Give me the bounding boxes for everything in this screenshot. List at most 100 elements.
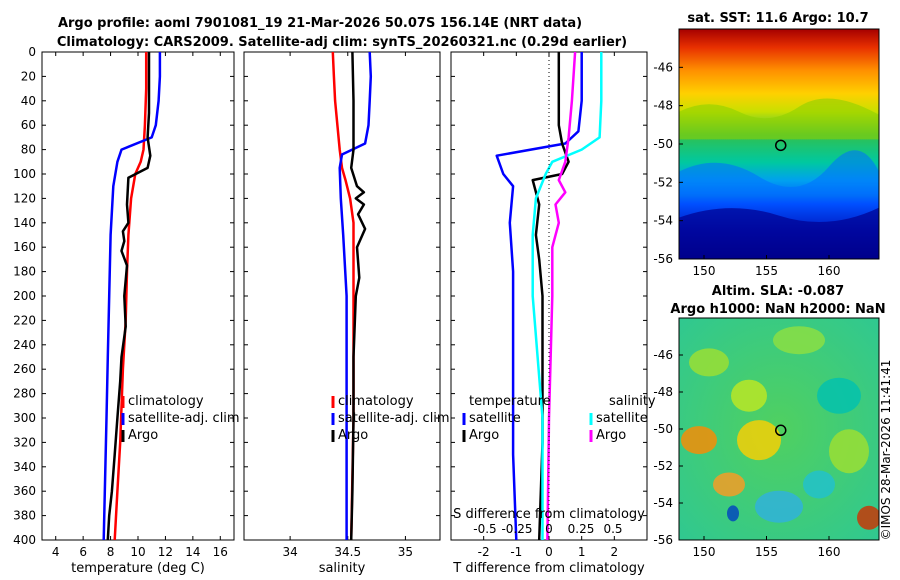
sla-map-subtitle: Argo h1000: NaN h2000: NaN bbox=[670, 302, 885, 317]
top-tick-label: -0.25 bbox=[501, 522, 532, 536]
watermark: ©IMOS 28-Mar-2026 11:41:41 bbox=[879, 360, 893, 541]
sla-anomaly bbox=[755, 490, 803, 523]
map-x-tick-label: 160 bbox=[818, 545, 841, 559]
map-y-tick-label: -54 bbox=[653, 496, 673, 510]
x-axis-label: salinity bbox=[319, 561, 366, 576]
series-satellite-adj-clim bbox=[338, 52, 373, 540]
x-tick-label: 8 bbox=[107, 545, 115, 559]
salinity-axes bbox=[243, 51, 441, 541]
legend-item: Argo bbox=[469, 428, 499, 443]
x-tick-label: 16 bbox=[213, 545, 228, 559]
difference-plot: -2 -1 0 1 2 T difference from climatology S di… bbox=[451, 51, 656, 576]
y-tick-label: 160 bbox=[13, 240, 36, 254]
x-tick-label: -2 bbox=[478, 545, 490, 559]
legend-item: Argo bbox=[596, 428, 626, 443]
legend-item: Argo bbox=[338, 428, 368, 443]
x-tick-label: -1 bbox=[510, 545, 522, 559]
legend-item: climatology bbox=[128, 394, 204, 409]
sst-field bbox=[679, 29, 879, 259]
legend-item: satellite bbox=[596, 411, 648, 426]
y-tick-label: 40 bbox=[21, 94, 36, 108]
sla-anomaly bbox=[829, 429, 869, 474]
top-tick-label: -0.5 bbox=[473, 522, 496, 536]
sla-anomaly bbox=[737, 420, 781, 461]
temperature-axes bbox=[41, 51, 235, 541]
x-tick-label: 1 bbox=[578, 545, 586, 559]
legend-item: Argo bbox=[128, 428, 158, 443]
sla-field bbox=[679, 318, 879, 540]
map-x-tick-label: 155 bbox=[755, 264, 778, 278]
y-tick-label: 360 bbox=[13, 484, 36, 498]
map-y-tick-label: -56 bbox=[653, 533, 673, 547]
top-tick-label: 0.25 bbox=[568, 522, 595, 536]
sst-map-title: sat. SST: 11.6 Argo: 10.7 bbox=[687, 11, 868, 26]
map-y-tick-label: -50 bbox=[653, 422, 673, 436]
argo-position-marker bbox=[775, 424, 787, 437]
legend-item: satellite-adj. clim bbox=[338, 411, 450, 426]
x-tick-label: 34.5 bbox=[334, 545, 361, 559]
y-tick-label: 300 bbox=[13, 411, 36, 425]
sst-front bbox=[679, 98, 879, 140]
series-group bbox=[102, 52, 162, 540]
map-y-tick-label: -52 bbox=[653, 175, 673, 189]
y-tick-label: 60 bbox=[21, 118, 36, 132]
y-tick-label: 100 bbox=[13, 167, 36, 181]
sla-anomaly bbox=[713, 472, 745, 497]
sla-anomaly bbox=[731, 379, 767, 412]
series-group bbox=[495, 52, 603, 540]
series-climatology bbox=[113, 52, 148, 540]
x-tick-label: 34 bbox=[282, 545, 297, 559]
sla-anomaly bbox=[803, 470, 835, 499]
maps: sat. SST: 11.6 Argo: 10.7 150 155 160 -46 -48… bbox=[653, 11, 885, 559]
map-y-tick-label: -46 bbox=[653, 60, 673, 74]
series-climatology bbox=[331, 52, 355, 540]
y-tick-label: 120 bbox=[13, 191, 36, 205]
series-s-argo bbox=[546, 52, 577, 540]
y-tick-label: 220 bbox=[13, 313, 36, 327]
series-satellite-adj-clim bbox=[102, 52, 162, 540]
series-s-satellite bbox=[531, 52, 603, 540]
map-y-tick-label: -52 bbox=[653, 459, 673, 473]
legend-item: climatology bbox=[338, 394, 414, 409]
sst-front bbox=[679, 150, 879, 195]
legend-item: satellite-adj. clim bbox=[128, 411, 240, 426]
sla-anomaly bbox=[773, 326, 825, 355]
top-axis-label: S difference from climatology bbox=[453, 507, 645, 522]
series-group bbox=[331, 52, 373, 540]
y-tick-label: 80 bbox=[21, 143, 36, 157]
y-tick-label: 140 bbox=[13, 216, 36, 230]
legend-header: salinity bbox=[609, 394, 656, 409]
salinity-plot: 34 34.5 35 salinity climatology satellite-adj… bbox=[244, 51, 450, 576]
series-t-satellite bbox=[495, 52, 583, 540]
argo-position-marker bbox=[775, 139, 787, 152]
map-y-tick-label: -50 bbox=[653, 137, 673, 151]
top-tick-label: 0.5 bbox=[603, 522, 622, 536]
sla-anomaly bbox=[857, 505, 879, 530]
y-tick-label: 240 bbox=[13, 338, 36, 352]
x-tick-label: 14 bbox=[185, 545, 200, 559]
sla-anomaly bbox=[681, 426, 717, 455]
y-tick-label: 0 bbox=[28, 45, 36, 59]
y-tick-label: 200 bbox=[13, 289, 36, 303]
map-y-tick-label: -48 bbox=[653, 385, 673, 399]
series-argo bbox=[349, 52, 367, 540]
sla-map-title: Altim. SLA: -0.087 bbox=[712, 284, 844, 299]
map-y-tick-label: -46 bbox=[653, 348, 673, 362]
map-y-tick-label: -54 bbox=[653, 214, 673, 228]
series-argo bbox=[106, 52, 152, 540]
y-tick-label: 20 bbox=[21, 69, 36, 83]
x-axis-label: temperature (deg C) bbox=[71, 561, 205, 576]
x-tick-label: 35 bbox=[398, 545, 413, 559]
y-tick-label: 180 bbox=[13, 265, 36, 279]
y-tick-label: 320 bbox=[13, 435, 36, 449]
map-y-tick-label: -56 bbox=[653, 252, 673, 266]
title-line-2: Climatology: CARS2009. Satellite-adj cli… bbox=[57, 35, 627, 50]
x-axis-label: T difference from climatology bbox=[452, 561, 645, 576]
map-y-tick-label: -48 bbox=[653, 99, 673, 113]
map-x-tick-label: 150 bbox=[693, 264, 716, 278]
legend-header: temperature bbox=[469, 394, 551, 409]
y-tick-label: 380 bbox=[13, 509, 36, 523]
title-line-1: Argo profile: aoml 7901081_19 21-Mar-202… bbox=[58, 16, 582, 31]
y-tick-label: 400 bbox=[13, 533, 36, 547]
